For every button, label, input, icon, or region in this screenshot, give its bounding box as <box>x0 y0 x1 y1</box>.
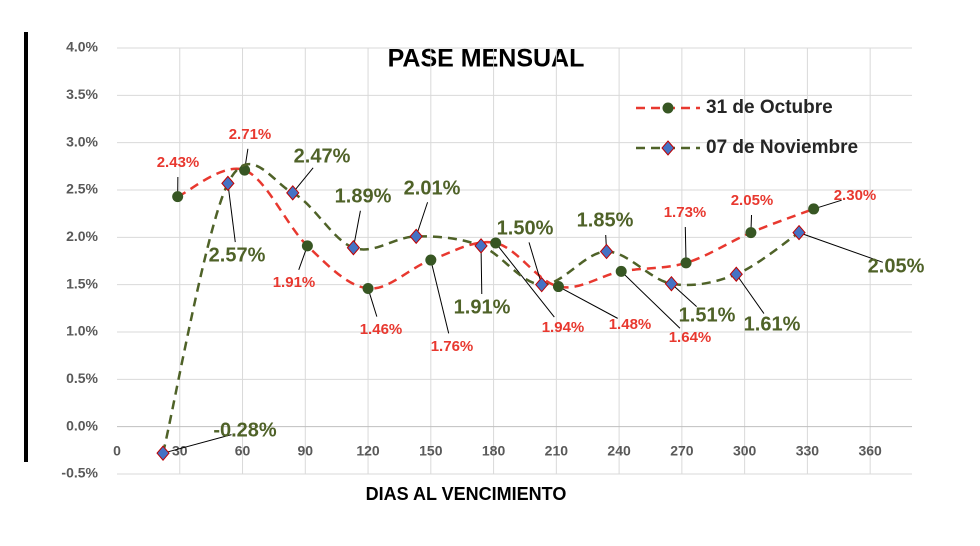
data-label: 1.64% <box>669 329 712 346</box>
y-tick-label: 0.0% <box>66 417 98 433</box>
marker <box>157 446 169 460</box>
y-tick-label: 2.5% <box>66 181 98 197</box>
x-tick-label: 300 <box>733 443 757 459</box>
x-tick-label: 240 <box>607 443 631 459</box>
marker <box>239 165 250 176</box>
marker <box>745 227 756 238</box>
y-tick-label: 1.0% <box>66 323 98 339</box>
legend-marker <box>663 103 674 114</box>
x-tick-label: 210 <box>545 443 569 459</box>
marker <box>616 266 627 277</box>
marker <box>730 267 742 281</box>
data-label: -0.28% <box>213 419 277 441</box>
marker <box>425 255 436 266</box>
x-tick-label: 0 <box>113 443 121 459</box>
y-tick-label: 2.0% <box>66 228 98 244</box>
marker <box>410 229 422 243</box>
marker <box>665 277 677 291</box>
data-label: 1.73% <box>664 204 707 221</box>
marker <box>601 245 613 259</box>
data-label: 1.94% <box>542 319 585 336</box>
data-label: 2.47% <box>294 145 351 167</box>
leader-line <box>671 284 696 307</box>
data-label: 2.05% <box>868 255 925 277</box>
y-tick-label: 3.5% <box>66 86 98 102</box>
marker <box>347 241 359 255</box>
x-tick-label: 180 <box>482 443 506 459</box>
x-tick-label: 150 <box>419 443 443 459</box>
data-label: 2.01% <box>404 177 461 199</box>
data-label: 1.50% <box>497 217 554 239</box>
x-tick-label: 330 <box>796 443 820 459</box>
leader-line <box>529 242 542 284</box>
y-tick-label: 1.5% <box>66 275 98 291</box>
data-label: 1.76% <box>431 338 474 355</box>
x-tick-label: 270 <box>670 443 694 459</box>
frame-edge <box>24 32 28 462</box>
legend-label: 31 de Octubre <box>706 97 833 118</box>
data-label: 1.48% <box>609 316 652 333</box>
data-label: 2.57% <box>209 244 266 266</box>
chart-title: PASE MENSUAL <box>388 45 585 73</box>
marker <box>536 278 548 292</box>
data-label: 1.61% <box>744 313 801 335</box>
marker <box>302 240 313 251</box>
data-label: 1.51% <box>679 304 736 326</box>
data-label: 1.91% <box>454 296 511 318</box>
x-tick-label: 60 <box>235 443 251 459</box>
data-label: 1.46% <box>360 321 403 338</box>
marker <box>172 191 183 202</box>
marker <box>363 283 374 294</box>
x-tick-label: 90 <box>298 443 314 459</box>
y-tick-label: 0.5% <box>66 370 98 386</box>
marker <box>553 281 564 292</box>
leader-line <box>558 287 617 319</box>
legend-label: 07 de Noviembre <box>706 137 858 158</box>
leader-line <box>431 260 449 333</box>
data-label: 2.05% <box>731 192 774 209</box>
marker <box>681 257 692 268</box>
data-label: 1.89% <box>335 185 392 207</box>
x-tick-label: 360 <box>858 443 882 459</box>
y-tick-label: -0.5% <box>61 465 98 481</box>
data-label: 2.30% <box>834 187 877 204</box>
marker <box>222 176 234 190</box>
data-label: 2.43% <box>157 154 200 171</box>
marker <box>808 203 819 214</box>
x-axis-title: DIAS AL VENCIMIENTO <box>366 484 567 504</box>
data-label: 1.85% <box>577 209 634 231</box>
y-tick-label: 4.0% <box>66 39 98 55</box>
leader-line <box>736 274 764 313</box>
data-label: 2.71% <box>229 126 272 143</box>
x-tick-label: 30 <box>172 443 188 459</box>
y-tick-label: 3.0% <box>66 133 98 149</box>
x-tick-label: 120 <box>356 443 380 459</box>
leader-line <box>228 183 235 242</box>
data-label: 1.91% <box>273 274 316 291</box>
